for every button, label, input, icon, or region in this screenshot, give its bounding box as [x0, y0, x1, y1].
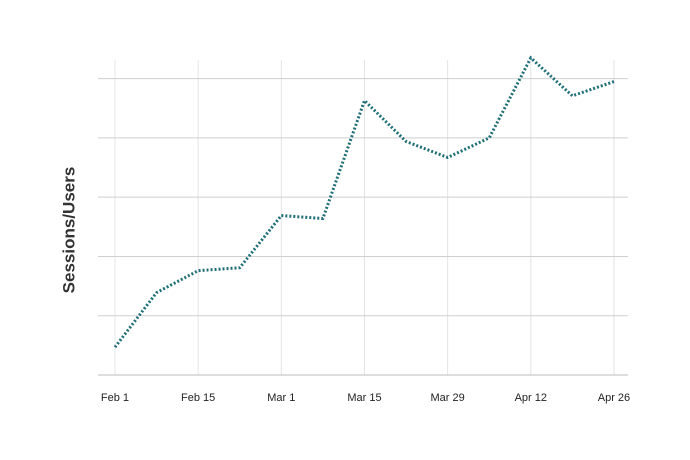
- y-axis-label: Sessions/Users: [59, 167, 78, 294]
- x-tick-label: Feb 1: [101, 392, 129, 404]
- x-tick-label: Mar 29: [431, 392, 465, 404]
- data-line: [113, 55, 615, 349]
- x-tick-label: Apr 12: [515, 392, 547, 404]
- x-tick-label: Feb 15: [181, 392, 215, 404]
- x-tick-label: Mar 15: [347, 392, 381, 404]
- x-tick-label: Mar 1: [267, 392, 295, 404]
- x-tick-label: Apr 26: [598, 392, 630, 404]
